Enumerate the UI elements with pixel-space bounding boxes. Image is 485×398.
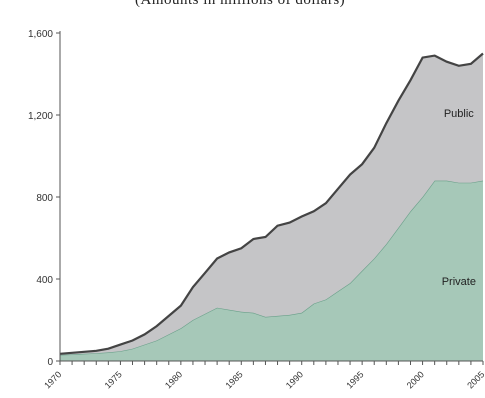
x-tick-label: 1980 [163,369,184,390]
area-public [60,53,483,355]
x-tick-label: 1985 [223,369,244,390]
y-tick-label: 0 [47,357,53,368]
x-tick-label: 1975 [103,369,124,390]
area-label-public: Public [444,108,474,120]
y-tick-label: 1,200 [28,111,53,122]
area-private [60,180,483,361]
x-tick-label: 1995 [344,369,365,390]
x-tick-label: 1970 [42,369,63,390]
y-tick-label: 400 [36,275,53,286]
area-label-private: Private [442,276,476,288]
x-tick-label: 1990 [284,369,305,390]
line-public [59,52,484,355]
y-tick-label: 1,600 [28,29,53,40]
x-tick-label: 2000 [405,369,426,390]
x-tick-label: 2005 [465,369,485,390]
y-tick-label: 800 [36,193,53,204]
chart-title: (Amounts in millions of dollars) [135,0,346,8]
